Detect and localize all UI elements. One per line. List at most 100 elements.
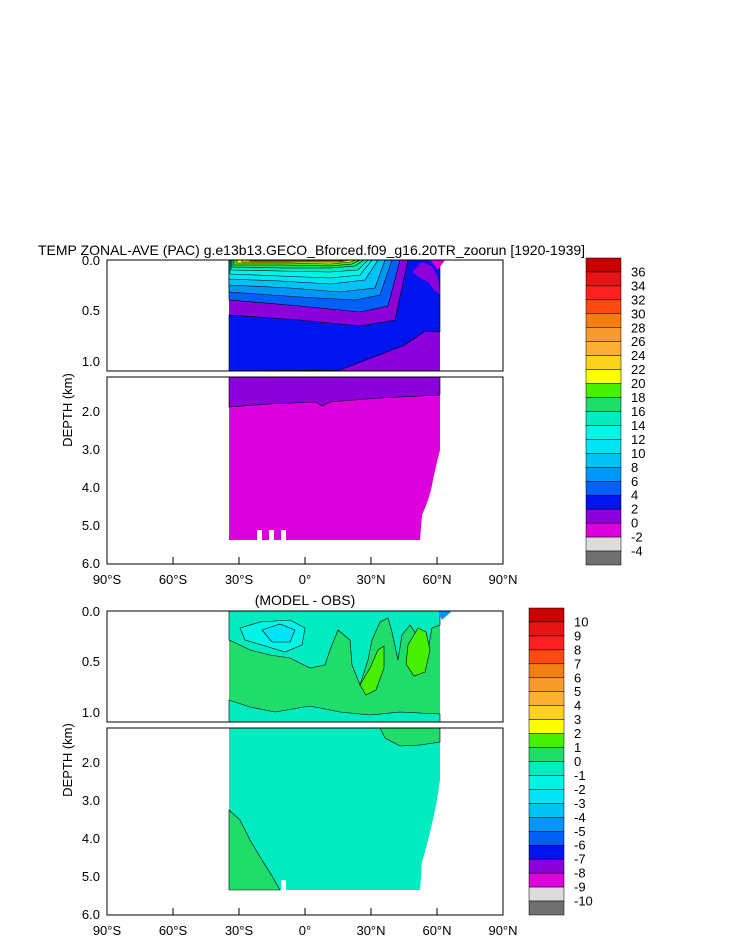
top-colorbar-swatch: [585, 285, 622, 301]
top-colorbar-swatch: [585, 257, 622, 273]
bottom-xtick-0: 90°S: [93, 923, 122, 938]
bottom-colorbar-label: 8: [574, 642, 581, 657]
top-colorbar-label: 28: [631, 320, 645, 335]
bottom-colorbar-label: 4: [574, 698, 581, 713]
top-colorbar-swatch: [585, 494, 622, 510]
bottom-xtick-3: 0°: [299, 923, 311, 938]
top-xtick-2: 30°S: [225, 572, 254, 587]
top-ytick-3: 2.0: [82, 404, 100, 419]
top-colorbar-label: 26: [631, 334, 645, 349]
bottom-colorbar-label: 1: [574, 740, 581, 755]
bottom-colorbar-label: -2: [574, 782, 586, 797]
bottom-colorbar-label: 6: [574, 670, 581, 685]
bottom-panel: (MODEL - OBS) 0.0 0.5 1.0 2.0 3.0 4.0 5.…: [60, 592, 593, 938]
top-colorbar-swatch: [585, 327, 622, 342]
bottom-colorbar-swatch: [528, 705, 565, 720]
bottom-xtick-5: 60°N: [422, 923, 451, 938]
top-xtick-1: 60°S: [159, 572, 188, 587]
bottom-colorbar-label: 5: [574, 684, 581, 699]
bottom-colorbar-label: 0: [574, 754, 581, 769]
top-colorbar-swatch: [585, 425, 622, 440]
top-ytick-4: 3.0: [82, 442, 100, 457]
bottom-ytick-6: 5.0: [82, 869, 100, 884]
top-xticks: [172, 557, 438, 564]
top-xtick-0: 90°S: [93, 572, 122, 587]
top-band-blue: [228, 260, 441, 371]
top-colorbar-label: 4: [631, 488, 638, 503]
top-colorbar-label: 30: [631, 306, 645, 321]
bottom-colorbar-swatch: [528, 775, 565, 790]
bottom-band-cyan-lower: [228, 699, 441, 722]
bottom-xtick-4: 30°N: [356, 923, 385, 938]
bottom-colorbar-label: 9: [574, 628, 581, 643]
bottom-colorbar-swatch: [528, 677, 565, 692]
bottom-xticks: [172, 908, 438, 915]
bottom-colorbar-label: 7: [574, 656, 581, 671]
bottom-north-corner: [438, 611, 452, 620]
bottom-xtick-2: 30°S: [225, 923, 254, 938]
bottom-ytick-2: 1.0: [82, 705, 100, 720]
bottom-upper-frame: [106, 610, 504, 723]
bottom-colorbar-label: -8: [574, 866, 586, 881]
bottom-colorbar-swatch: [528, 635, 565, 651]
top-colorbar-swatch: [585, 341, 622, 356]
top-xtick-6: 90°N: [488, 572, 517, 587]
top-colorbar-label: 22: [631, 362, 645, 377]
top-colorbar-label: 34: [631, 278, 645, 293]
top-colorbar-swatch: [585, 508, 622, 524]
top-colorbar-swatch: [585, 369, 622, 384]
top-colorbar-label: 16: [631, 404, 645, 419]
bottom-colorbar-swatch: [528, 747, 565, 762]
top-colorbar-label: 12: [631, 432, 645, 447]
bottom-colorbar-swatch: [528, 733, 565, 748]
top-colorbar-swatch: [585, 550, 622, 566]
top-upper-field: [228, 260, 445, 371]
top-xtick-3: 0°: [299, 572, 311, 587]
bottom-colorbar-label: -6: [574, 838, 586, 853]
top-colorbar-label: 0: [631, 516, 638, 531]
bottom-colorbar-swatch: [528, 858, 565, 874]
top-colorbar-swatch: [585, 313, 622, 329]
top-colorbar-label: 8: [631, 460, 638, 475]
top-colorbar-swatch: [585, 467, 622, 482]
bottom-colorbar-swatch: [528, 831, 565, 846]
bottom-lower-green-sw: [228, 809, 281, 891]
top-colorbar-label: -4: [631, 544, 643, 559]
bottom-ytick-0: 0.0: [82, 604, 100, 619]
top-lower-magenta: [229, 377, 440, 540]
bottom-colorbar-label: -4: [574, 810, 586, 825]
bottom-colorbar-swatch: [528, 607, 565, 623]
bottom-ylabel: DEPTH (km): [60, 723, 75, 797]
bottom-colorbar-swatch: [528, 803, 565, 818]
top-upper-frame: [106, 259, 504, 372]
bottom-colorbar-label: -3: [574, 796, 586, 811]
top-colorbar-swatch: [585, 411, 622, 426]
bottom-lower-field: [228, 728, 441, 891]
top-colorbar-swatch: [585, 453, 622, 468]
bottom-axes: 0.0 0.5 1.0 2.0 3.0 4.0 5.0 6.0 DEPTH (k…: [60, 604, 518, 938]
top-ytick-1: 0.5: [82, 303, 100, 318]
bottom-colorbar-label: 2: [574, 726, 581, 741]
bottom-colorbar-swatch: [528, 649, 565, 665]
top-ytick-5: 4.0: [82, 480, 100, 495]
top-xtick-4: 30°N: [356, 572, 385, 587]
top-lower-purple: [228, 377, 441, 408]
top-colorbar-label: 32: [631, 292, 645, 307]
top-ytick-2: 1.0: [82, 354, 100, 369]
bottom-ytick-3: 2.0: [82, 755, 100, 770]
bottom-colorbar-swatch: [528, 691, 565, 706]
bottom-colorbar-swatch: [528, 789, 565, 804]
top-colorbar-label: -2: [631, 530, 643, 545]
top-ylabel: DEPTH (km): [60, 373, 75, 447]
top-ytick-0: 0.0: [82, 253, 100, 268]
bottom-chart-title: (MODEL - OBS): [255, 592, 356, 608]
bottom-colorbar-swatch: [528, 663, 565, 679]
bottom-colorbar-swatch: [528, 761, 565, 776]
bottom-band-green2-a: [359, 645, 385, 696]
bottom-colorbar-label: -9: [574, 880, 586, 895]
top-colorbar-swatch: [585, 522, 622, 538]
bottom-lower-green-top: [379, 728, 441, 747]
bottom-ytick-4: 3.0: [82, 793, 100, 808]
top-colorbar-swatch: [585, 439, 622, 454]
